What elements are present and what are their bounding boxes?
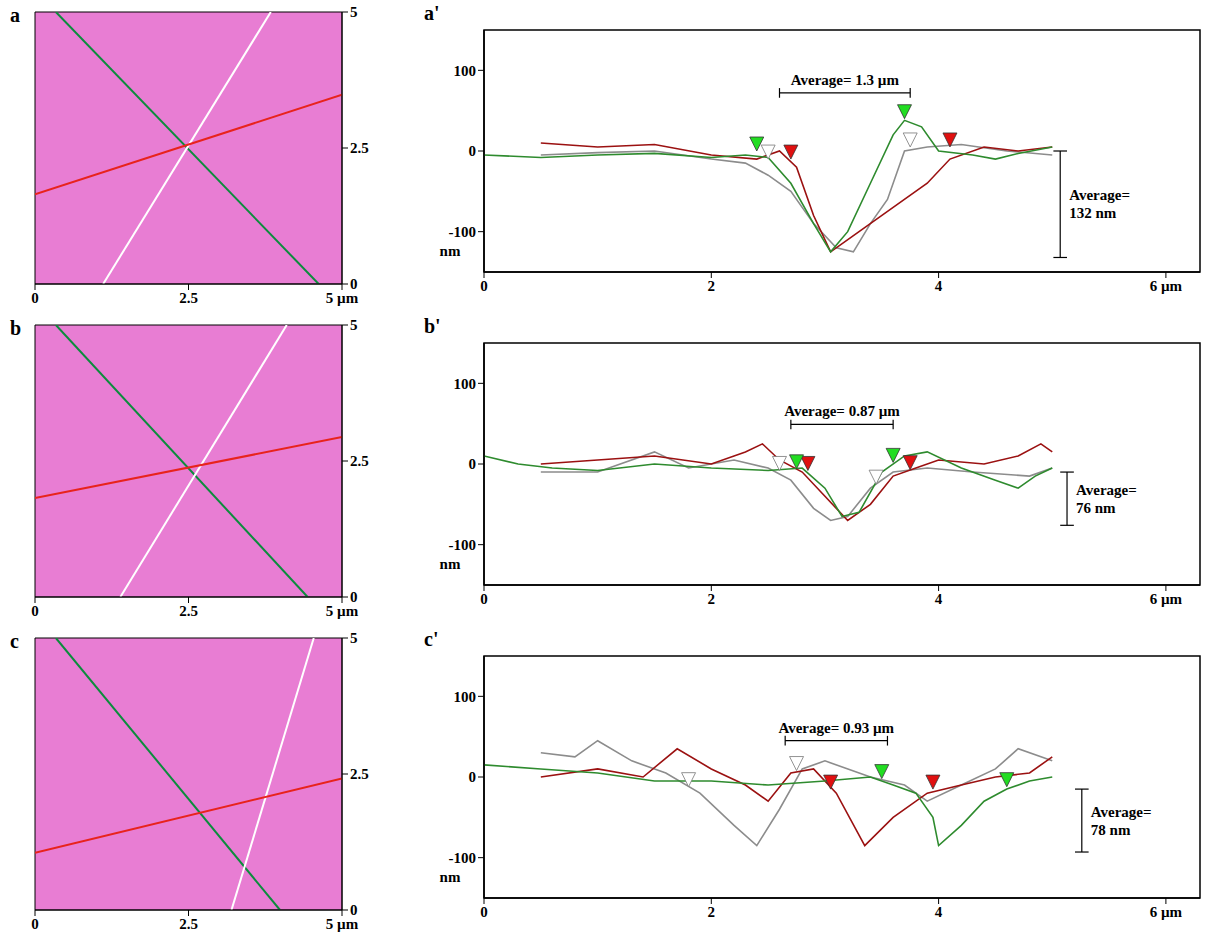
svg-text:100: 100	[454, 376, 477, 392]
svg-text:5: 5	[350, 317, 358, 333]
svg-text:Average=132 nm: Average=132 nm	[1069, 187, 1130, 221]
svg-text:0: 0	[350, 902, 358, 918]
svg-text:2.5: 2.5	[350, 453, 369, 469]
svg-text:4: 4	[935, 904, 943, 920]
svg-text:nm: nm	[440, 556, 461, 572]
svg-text:0: 0	[469, 769, 477, 785]
svg-text:5: 5	[350, 4, 358, 20]
svg-text:2.5: 2.5	[350, 766, 369, 782]
svg-text:100: 100	[454, 63, 477, 79]
svg-text:0: 0	[480, 278, 488, 294]
svg-text:2: 2	[708, 904, 716, 920]
svg-text:Average= 0.87 µm: Average= 0.87 µm	[784, 403, 900, 419]
svg-text:nm: nm	[440, 243, 461, 259]
svg-text:4: 4	[935, 591, 943, 607]
svg-text:0: 0	[350, 589, 358, 605]
svg-text:-100: -100	[449, 537, 477, 553]
svg-text:0: 0	[469, 143, 477, 159]
svg-text:6 µm: 6 µm	[1150, 904, 1183, 920]
html-text:a': a'	[424, 2, 440, 24]
svg-text:6 µm: 6 µm	[1150, 591, 1183, 607]
svg-text:Average= 0.93 µm: Average= 0.93 µm	[778, 720, 894, 736]
svg-text:100: 100	[454, 689, 477, 705]
svg-text:Average=76 nm: Average=76 nm	[1076, 482, 1137, 516]
svg-text:Average=78 nm: Average=78 nm	[1091, 804, 1152, 838]
svg-text:0: 0	[350, 276, 358, 292]
html-text:a: a	[10, 4, 20, 26]
html-text:c: c	[10, 630, 19, 652]
svg-text:2.5: 2.5	[179, 603, 198, 619]
html-text:b': b'	[424, 315, 441, 337]
svg-text:0: 0	[480, 904, 488, 920]
svg-text:2.5: 2.5	[179, 916, 198, 932]
svg-text:Average= 1.3 µm: Average= 1.3 µm	[791, 72, 900, 88]
svg-text:2.5: 2.5	[350, 140, 369, 156]
svg-text:5: 5	[350, 630, 358, 646]
svg-text:-100: -100	[449, 850, 477, 866]
svg-text:-100: -100	[449, 224, 477, 240]
svg-text:5 µm: 5 µm	[325, 915, 359, 932]
svg-text:0: 0	[480, 591, 488, 607]
html-text:b: b	[10, 317, 22, 339]
svg-text:4: 4	[935, 278, 943, 294]
svg-text:nm: nm	[440, 869, 461, 885]
svg-text:5 µm: 5 µm	[325, 602, 359, 619]
svg-text:5 µm: 5 µm	[325, 289, 359, 306]
svg-text:6 µm: 6 µm	[1150, 278, 1183, 294]
svg-text:0: 0	[469, 456, 477, 472]
svg-text:0: 0	[31, 603, 39, 619]
svg-text:0: 0	[31, 290, 39, 306]
html-text:c': c'	[424, 628, 439, 650]
svg-text:0: 0	[31, 916, 39, 932]
svg-text:2.5: 2.5	[179, 290, 198, 306]
svg-text:2: 2	[708, 591, 716, 607]
svg-text:2: 2	[708, 278, 716, 294]
